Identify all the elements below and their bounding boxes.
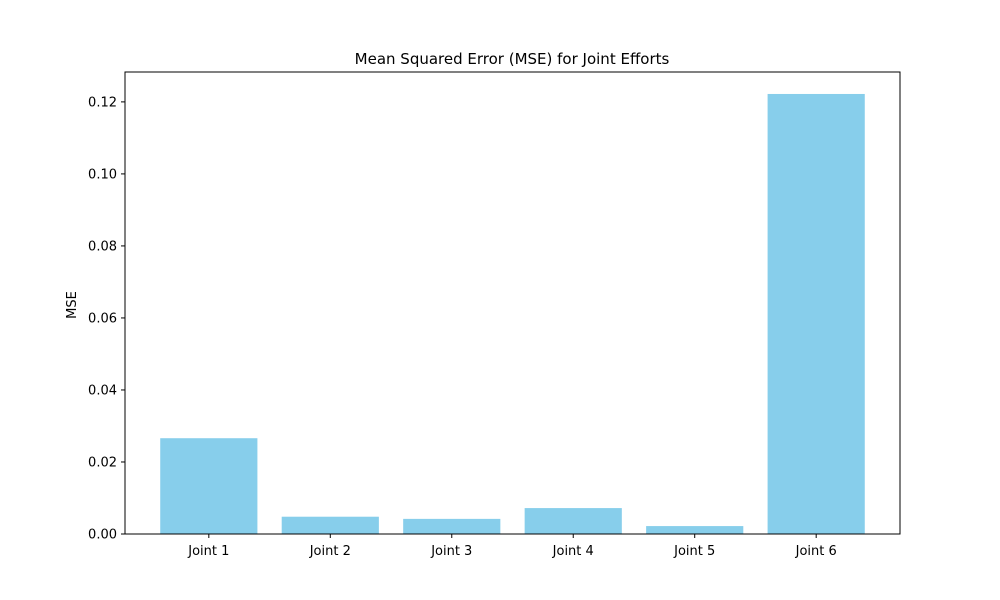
plot-area-frame — [124, 71, 901, 535]
x-tick-label: Joint 5 — [673, 544, 715, 559]
chart-title: Mean Squared Error (MSE) for Joint Effor… — [355, 50, 670, 68]
y-tick-label: 0.08 — [88, 239, 117, 254]
y-axis-label: MSE — [65, 291, 80, 319]
y-tick-label: 0.00 — [88, 528, 117, 543]
bar-joint-4 — [524, 508, 622, 534]
bar-joint-1 — [160, 438, 258, 534]
x-tick-label: Joint 1 — [187, 544, 229, 559]
bar-joint-3 — [403, 518, 501, 534]
bars-group — [160, 93, 865, 535]
x-tick-label: Joint 4 — [552, 544, 594, 559]
x-tick-label: Joint 2 — [309, 544, 351, 559]
y-tick-label: 0.12 — [88, 95, 117, 110]
x-tick-label: Joint 3 — [430, 544, 472, 559]
bar-joint-5 — [646, 526, 744, 534]
x-ticks-group: Joint 1 Joint 2 Joint 3 Joint 4 Joint 5 Joint… — [187, 534, 837, 559]
bar-joint-6 — [767, 93, 865, 535]
y-tick-label: 0.06 — [88, 311, 117, 326]
y-tick-label: 0.10 — [88, 167, 117, 182]
y-ticks-group: 0.00 0.02 0.04 0.06 0.08 0.10 0.12 — [88, 95, 125, 543]
y-tick-label: 0.04 — [88, 383, 117, 398]
x-tick-label: Joint 6 — [795, 544, 837, 559]
y-tick-label: 0.02 — [88, 455, 117, 470]
bar-joint-2 — [281, 516, 379, 534]
